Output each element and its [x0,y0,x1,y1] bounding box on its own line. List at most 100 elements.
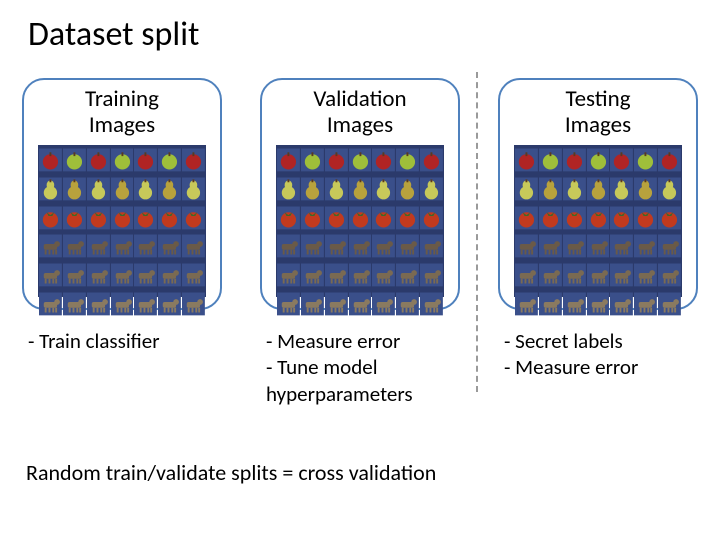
tomato-thumb [87,204,110,232]
cow-thumb [539,232,562,260]
cow-thumb [349,232,372,260]
tomato-thumb [301,204,324,232]
apple-thumb [372,146,395,174]
apple-thumb [325,146,348,174]
cow-thumb [39,232,62,260]
panel-validation: ValidationImages [260,78,460,407]
apple-thumb [610,146,633,174]
panel-title: TestingImages [565,86,631,139]
cow-thumb [158,232,181,260]
cow-thumb [634,232,657,260]
dog-thumb [134,261,157,289]
pear-thumb [182,175,205,203]
tomato-thumb [372,204,395,232]
tomato-thumb [396,204,419,232]
horse-thumb [634,290,657,318]
pear-thumb [63,175,86,203]
horse-thumb [515,290,538,318]
cow-thumb [563,232,586,260]
horse-thumb [587,290,610,318]
dog-thumb [420,261,443,289]
pear-thumb [277,175,300,203]
apple-thumb [39,146,62,174]
horse-thumb [87,290,110,318]
tomato-thumb [539,204,562,232]
pear-thumb [634,175,657,203]
horse-thumb [158,290,181,318]
apple-thumb [63,146,86,174]
dog-thumb [515,261,538,289]
apple-thumb [515,146,538,174]
cow-thumb [372,232,395,260]
pear-thumb [587,175,610,203]
pear-thumb [111,175,134,203]
panels-row: TrainingImages [22,78,698,407]
dog-thumb [111,261,134,289]
dog-thumb [658,261,681,289]
horse-thumb [539,290,562,318]
tomato-thumb [587,204,610,232]
cow-thumb [658,232,681,260]
footer-note: Random train/validate splits = cross val… [26,459,436,486]
apple-thumb [301,146,324,174]
tomato-thumb [134,204,157,232]
panel-card: ValidationImages [260,78,460,310]
cow-thumb [610,232,633,260]
dog-thumb [563,261,586,289]
apple-thumb [563,146,586,174]
cow-thumb [63,232,86,260]
cow-thumb [301,232,324,260]
dog-thumb [39,261,62,289]
cow-thumb [420,232,443,260]
horse-thumb [325,290,348,318]
horse-thumb [39,290,62,318]
horse-thumb [301,290,324,318]
apple-thumb [87,146,110,174]
pear-thumb [515,175,538,203]
dog-thumb [277,261,300,289]
panel-caption: - Measure error- Tune modelhyperparamete… [260,328,460,407]
apple-thumb [158,146,181,174]
horse-thumb [134,290,157,318]
dog-thumb [182,261,205,289]
cow-thumb [87,232,110,260]
pear-thumb [610,175,633,203]
horse-thumb [63,290,86,318]
dog-thumb [87,261,110,289]
panel-card: TrainingImages [22,78,222,310]
page-title: Dataset split [28,14,199,55]
dog-thumb [63,261,86,289]
panel-title: ValidationImages [313,86,406,139]
image-grid [38,145,206,297]
dog-thumb [610,261,633,289]
dog-thumb [396,261,419,289]
pear-thumb [563,175,586,203]
cow-thumb [515,232,538,260]
tomato-thumb [658,204,681,232]
cow-thumb [277,232,300,260]
dog-thumb [349,261,372,289]
apple-thumb [420,146,443,174]
apple-thumb [658,146,681,174]
tomato-thumb [182,204,205,232]
panel-caption: - Secret labels- Measure error [498,328,698,381]
pear-thumb [349,175,372,203]
apple-thumb [277,146,300,174]
tomato-thumb [277,204,300,232]
apple-thumb [539,146,562,174]
horse-thumb [563,290,586,318]
cow-thumb [134,232,157,260]
apple-thumb [134,146,157,174]
tomato-thumb [63,204,86,232]
panel-card: TestingImages [498,78,698,310]
apple-thumb [634,146,657,174]
tomato-thumb [111,204,134,232]
horse-thumb [420,290,443,318]
dog-thumb [372,261,395,289]
dog-thumb [325,261,348,289]
pear-thumb [396,175,419,203]
horse-thumb [396,290,419,318]
cow-thumb [587,232,610,260]
tomato-thumb [610,204,633,232]
tomato-thumb [39,204,62,232]
